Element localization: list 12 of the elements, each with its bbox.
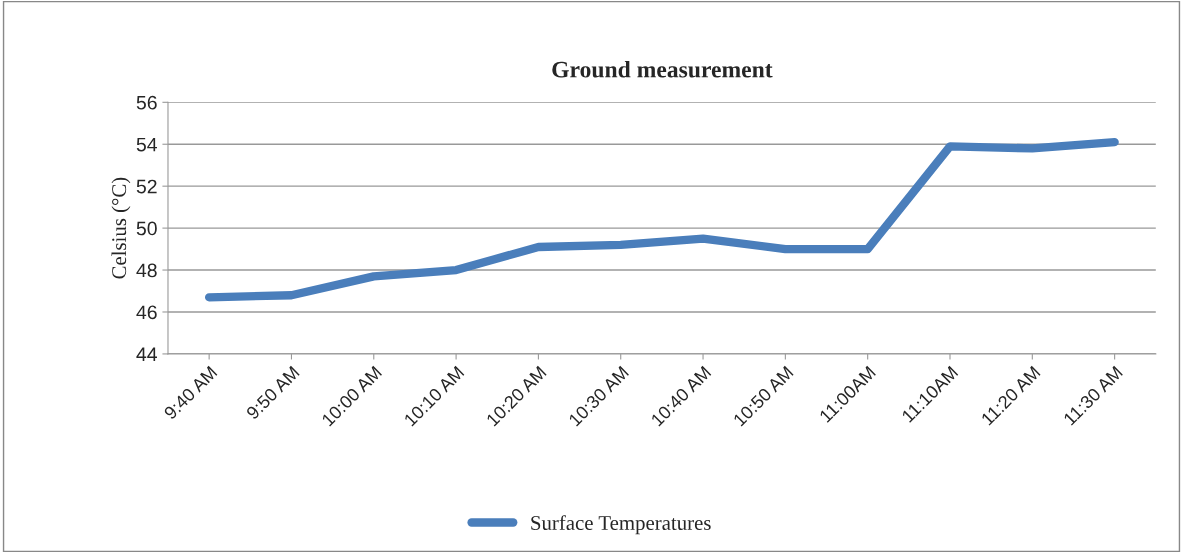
y-tick-label: 48 <box>136 263 157 278</box>
y-tick-label: 44 <box>136 347 157 361</box>
y-tick-label: 46 <box>136 305 157 320</box>
y-tick-label: 50 <box>136 221 157 236</box>
y-tick-label: 52 <box>136 179 157 194</box>
x-tick-label: 9:50 AM <box>245 365 300 420</box>
y-axis-title: Celsius (°C) <box>111 177 131 279</box>
y-tick-label: 56 <box>136 95 157 110</box>
y-tick-label: 54 <box>136 137 157 152</box>
legend-label: Surface Temperatures <box>531 515 711 535</box>
x-tick-label: 9:40 AM <box>163 365 218 420</box>
chart-title: Ground measurement <box>552 60 773 78</box>
